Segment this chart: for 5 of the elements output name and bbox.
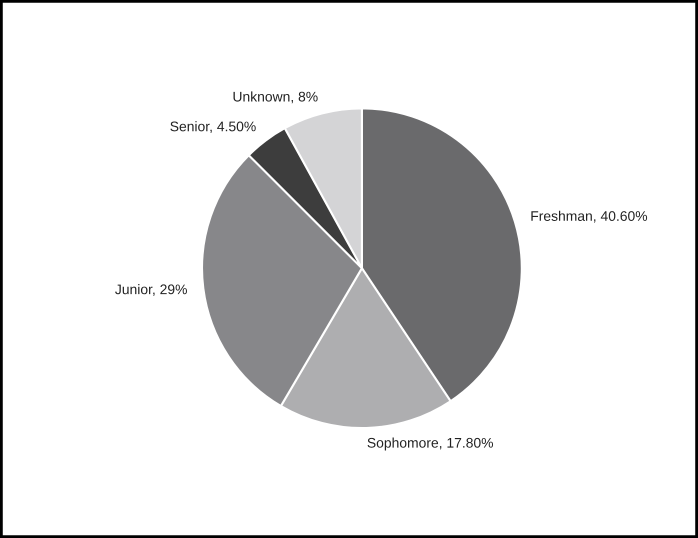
slice-label: Junior, 29%: [115, 284, 187, 296]
slice-label: Unknown, 8%: [234, 91, 318, 104]
slice-label: Sophomore, 17.80%: [368, 438, 494, 450]
slice-label: Freshman, 40.60%: [531, 210, 648, 223]
slice-label: Senior, 4.50%: [170, 121, 256, 133]
